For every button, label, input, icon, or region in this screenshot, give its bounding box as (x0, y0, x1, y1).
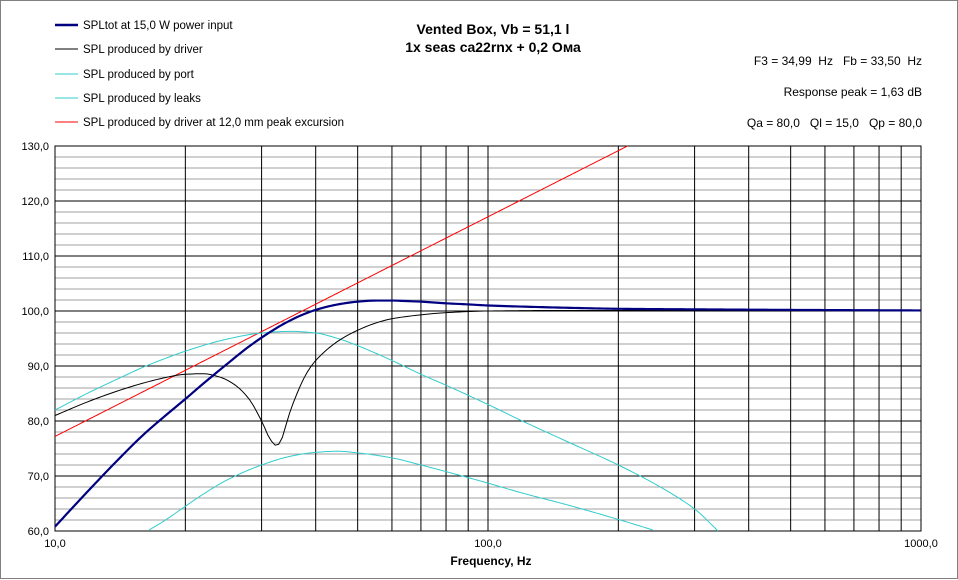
legend-label-port: SPL produced by port (83, 69, 195, 81)
x-tick-label: 100,0 (474, 538, 502, 550)
series-driver-excursion (54, 145, 628, 437)
grid-major (55, 145, 921, 532)
annotation-q-values: Qa = 80,0 Ql = 15,0 Qp = 80,0 (747, 116, 922, 130)
legend-label-leaks: SPL produced by leaks (83, 93, 201, 105)
annotation-response-peak: Response peak = 1,63 dB (784, 85, 922, 99)
tick-labels: 60,0 70,0 80,0 90,0 100,0 110,0 120,0 130,0 10,0… (21, 141, 937, 550)
plot-area (54, 145, 922, 532)
annotation-f3-fb: F3 = 34,99 Hz Fb = 33,50 Hz (754, 54, 922, 68)
y-tick-label: 80,0 (28, 416, 49, 428)
y-tick-label: 60,0 (28, 526, 49, 538)
y-tick-label: 120,0 (21, 196, 49, 208)
y-tick-label: 130,0 (21, 141, 49, 153)
series-leaks (148, 450, 653, 531)
x-tick-label: 1000,0 (904, 538, 938, 550)
y-tick-label: 110,0 (22, 251, 49, 263)
y-tick-label: 70,0 (28, 471, 49, 483)
series-spltot (54, 299, 922, 528)
x-axis-label: Frequency, Hz (450, 554, 531, 568)
legend-label-driver: SPL produced by driver (83, 44, 203, 56)
y-tick-label: 100,0 (21, 306, 49, 318)
series-layer (54, 145, 922, 532)
chart-title: Vented Box, Vb = 51,1 l (417, 21, 570, 37)
chart-subtitle: 1x seas ca22rnx + 0,2 Ома (405, 39, 581, 55)
legend: SPLtot at 15,0 W power input SPL produce… (55, 20, 344, 129)
series-port (54, 330, 719, 532)
y-tick-label: 90,0 (28, 361, 49, 373)
x-tick-label: 10,0 (44, 538, 65, 550)
legend-label-spltot: SPLtot at 15,0 W power input (83, 20, 233, 32)
legend-label-excursion: SPL produced by driver at 12,0 mm peak e… (83, 117, 344, 129)
